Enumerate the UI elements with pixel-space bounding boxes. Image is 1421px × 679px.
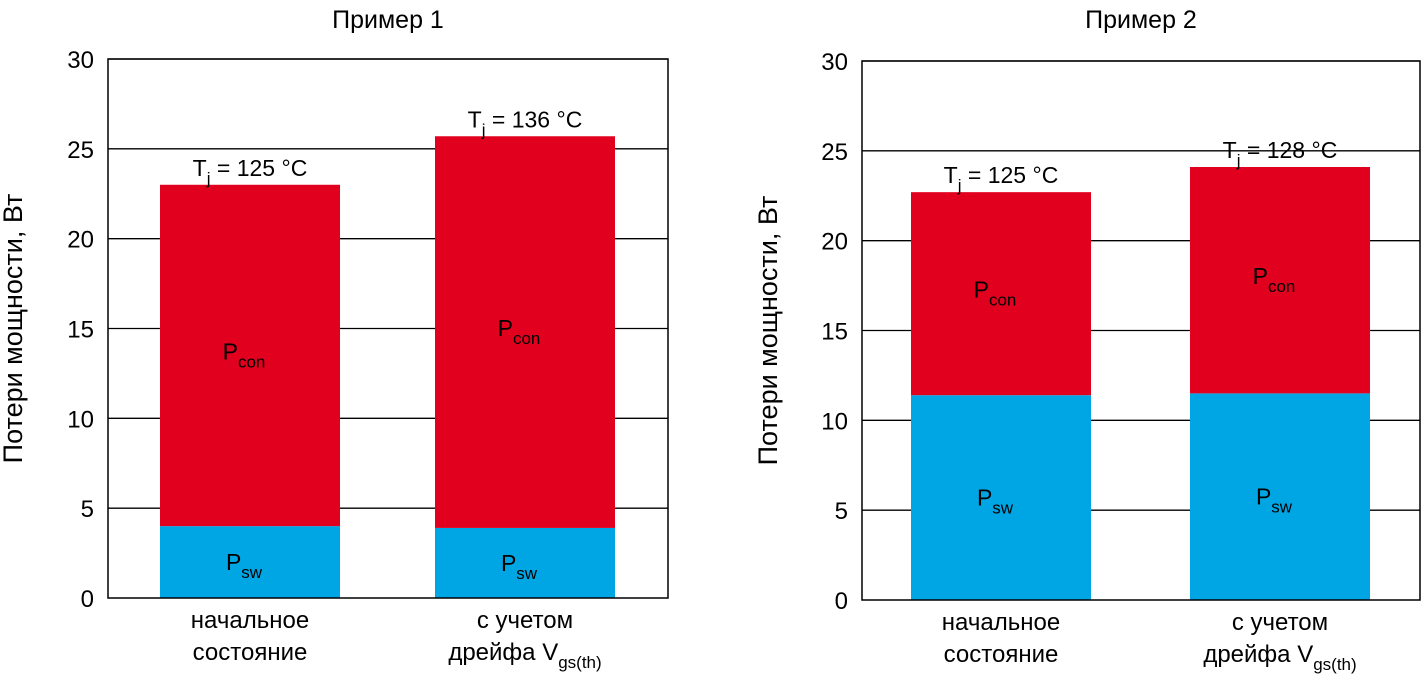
segment-label: Psw [1256,484,1293,517]
x-category-label-line2-main: состояние [193,639,308,666]
bar-top-label-main: T [193,155,207,181]
segment-label-main: P [223,338,238,364]
bar-top-label-subscript: j [957,176,962,195]
bar-top-label-subscript: j [481,120,486,139]
y-tick-label: 15 [67,317,94,344]
bar-top-label-subscript: j [1236,151,1241,170]
segment-label: Pcon [1253,263,1296,296]
segment-label-main: P [1256,484,1271,510]
bar-top-label-rest: = 136 °C [486,106,583,132]
segment-label-main: P [501,550,516,576]
y-tick-label: 25 [821,139,848,166]
segment-label-main: P [977,485,992,511]
segment-label-subscript: sw [992,499,1014,518]
y-axis-label: Потери мощности, Вт [0,194,28,464]
y-axis-label: Потери мощности, Вт [753,196,783,466]
chart-title: Пример 1 [332,6,444,34]
y-tick-label: 0 [835,588,848,615]
x-category-label-line2: состояние [193,639,308,666]
segment-label-subscript: sw [241,563,263,582]
y-tick-label: 10 [821,408,848,435]
x-category-label-line2-main: дрейфа V [448,639,558,666]
y-tick-label: 15 [821,319,848,346]
segment-label-subscript: sw [516,564,538,583]
segment-label-subscript: con [513,329,540,348]
bar-segment-Pcon [435,136,615,528]
bar-top-label: Tj = 125 °C [944,162,1059,195]
x-category-label-line2-main: состояние [944,641,1059,668]
bar-top-label-rest: = 128 °C [1241,137,1338,163]
y-tick-label: 5 [835,498,848,525]
bar-top-label-subscript: j [206,169,211,188]
segment-label-subscript: con [1268,277,1295,296]
bar-top-label: Tj = 125 °C [193,155,308,188]
bar-top-label-rest: = 125 °C [211,155,308,181]
segment-label-main: P [226,549,241,575]
x-category-label-line2-main: дрейфа V [1203,641,1313,668]
segment-label: Pcon [974,277,1017,310]
bar-segment-Pcon [160,184,340,527]
chart-title: Пример 2 [1085,6,1197,34]
x-category-label-line2-subscript: gs(th) [1313,655,1356,674]
segment-label-main: P [974,277,989,303]
segment-label-subscript: con [238,352,265,371]
x-category-label-line2: дрейфа Vgs(th) [448,639,601,672]
bar-segment-Psw [160,526,340,598]
segment-label-subscript: con [989,291,1016,310]
y-tick-label: 20 [67,227,94,254]
segment-label-main: P [1253,263,1268,289]
x-category-label-line2: дрейфа Vgs(th) [1203,641,1356,674]
segment-label-main: P [498,315,513,341]
plot-frame [107,58,669,599]
bar-segment-Psw [435,527,615,598]
y-tick-label: 0 [81,586,94,613]
segment-label: Psw [226,549,263,582]
bar-top-label-main: T [468,106,482,132]
segment-label: Psw [977,485,1014,518]
bar-top-label-rest: = 125 °C [962,162,1059,188]
segment-label: Pcon [498,315,541,348]
y-tick-label: 5 [81,496,94,523]
x-category-label-line2: состояние [944,641,1059,668]
x-category-label: начальное [191,607,309,634]
plot-frame [861,60,1421,601]
y-tick-label: 30 [821,49,848,76]
y-tick-label: 20 [821,229,848,256]
bar-top-label: Tj = 128 °C [1223,137,1338,170]
y-tick-label: 30 [67,47,94,74]
x-category-label: начальное [942,609,1060,636]
segment-label: Psw [501,550,538,583]
bar-top-label-main: T [944,162,958,188]
y-tick-label: 25 [67,137,94,164]
bar-segment-Pcon [1190,167,1370,394]
bar-segment-Psw [911,395,1091,600]
bar-top-label-main: T [1223,137,1237,163]
bar-top-label: Tj = 136 °C [468,106,583,139]
y-tick-label: 10 [67,406,94,433]
bar-segment-Pcon [911,192,1091,396]
segment-label-subscript: sw [1271,498,1293,517]
x-category-label: с учетом [477,607,573,634]
bar-segment-Psw [1190,393,1370,600]
x-category-label: с учетом [1232,609,1328,636]
x-category-label-line2-subscript: gs(th) [558,653,601,672]
segment-label: Pcon [223,338,266,371]
